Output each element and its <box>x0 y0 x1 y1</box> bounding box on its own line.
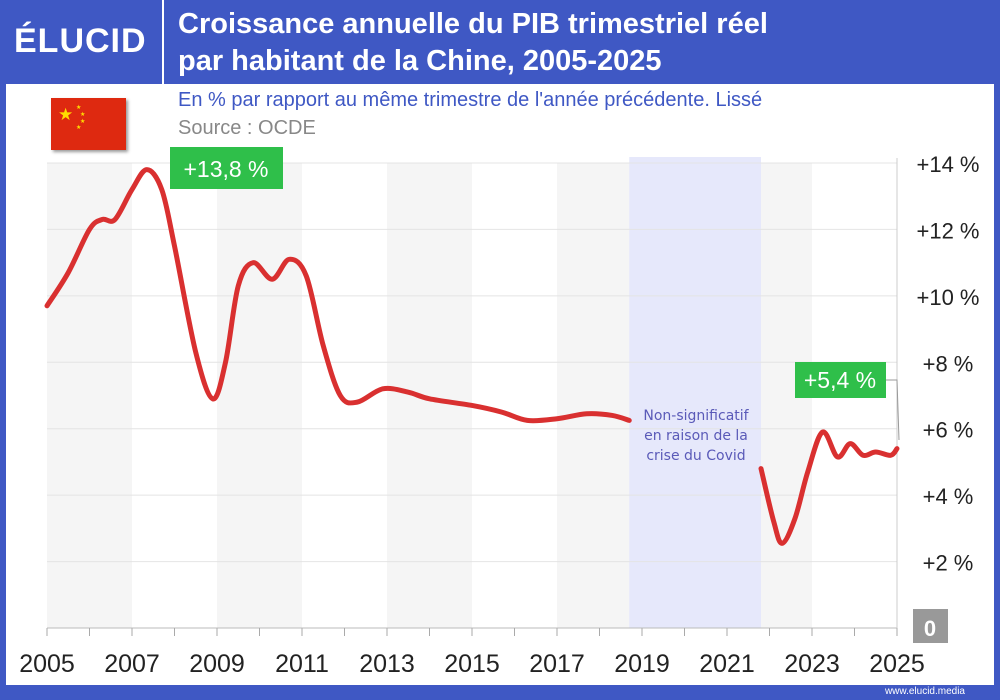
latest-callout <box>795 362 886 398</box>
x-tick-label: 2021 <box>699 650 755 678</box>
subtitle: En % par rapport au même trimestre de l'… <box>178 89 763 111</box>
elucid-logo: ÉLUCID <box>14 22 147 60</box>
x-tick-label: 2025 <box>869 650 925 678</box>
year-band <box>387 163 472 628</box>
covid-label: crise du Covid <box>646 448 745 464</box>
footer-url[interactable]: www.elucid.media <box>884 686 965 697</box>
year-band <box>47 163 132 628</box>
header: ÉLUCID Croissance annuelle du PIB trimes… <box>0 0 1000 84</box>
source: Source : OCDE <box>178 117 316 139</box>
zero-badge <box>913 609 948 643</box>
header-divider <box>162 0 164 84</box>
y-tick-label: +4 % <box>923 484 974 509</box>
x-tick-label: 2005 <box>19 650 75 678</box>
svg-text:★: ★ <box>76 124 81 131</box>
x-tick-label: 2013 <box>359 650 415 678</box>
covid-label: Non-significatif <box>643 408 749 424</box>
title-line-1: Croissance annuelle du PIB trimestriel r… <box>178 8 768 40</box>
callout-leader <box>886 379 900 441</box>
x-tick-label: 2015 <box>444 650 500 678</box>
zero-label: 0 <box>924 616 936 641</box>
svg-text:★: ★ <box>58 105 73 124</box>
covid-label: en raison de la <box>644 428 748 444</box>
y-tick-label: +14 % <box>917 152 980 177</box>
series-line <box>758 429 900 546</box>
y-tick-label: +10 % <box>917 285 980 310</box>
x-tick-label: 2023 <box>784 650 840 678</box>
covid-band <box>629 157 761 628</box>
y-tick-label: +8 % <box>923 351 974 376</box>
series-line <box>44 167 632 424</box>
x-tick-label: 2011 <box>275 650 329 678</box>
chart-title: Croissance annuelle du PIB trimestriel r… <box>178 6 768 80</box>
year-band <box>217 163 302 628</box>
svg-text:★: ★ <box>80 118 85 125</box>
title-line-2: par habitant de la Chine, 2005-2025 <box>178 45 662 77</box>
year-band <box>557 163 642 628</box>
x-tick-label: 2007 <box>104 650 160 678</box>
svg-text:★: ★ <box>76 104 81 111</box>
peak-callout-label: +13,8 % <box>183 156 268 182</box>
svg-text:★: ★ <box>80 111 85 118</box>
x-tick-label: 2017 <box>529 650 585 678</box>
y-tick-label: +2 % <box>923 551 974 576</box>
latest-callout-label: +5,4 % <box>804 367 876 393</box>
x-tick-label: 2009 <box>189 650 245 678</box>
peak-callout <box>170 147 283 189</box>
y-tick-label: +6 % <box>923 418 974 443</box>
y-tick-label: +12 % <box>917 218 980 243</box>
china-flag-icon: ★ ★ ★ ★ ★ <box>51 98 126 150</box>
x-tick-label: 2019 <box>614 650 670 678</box>
